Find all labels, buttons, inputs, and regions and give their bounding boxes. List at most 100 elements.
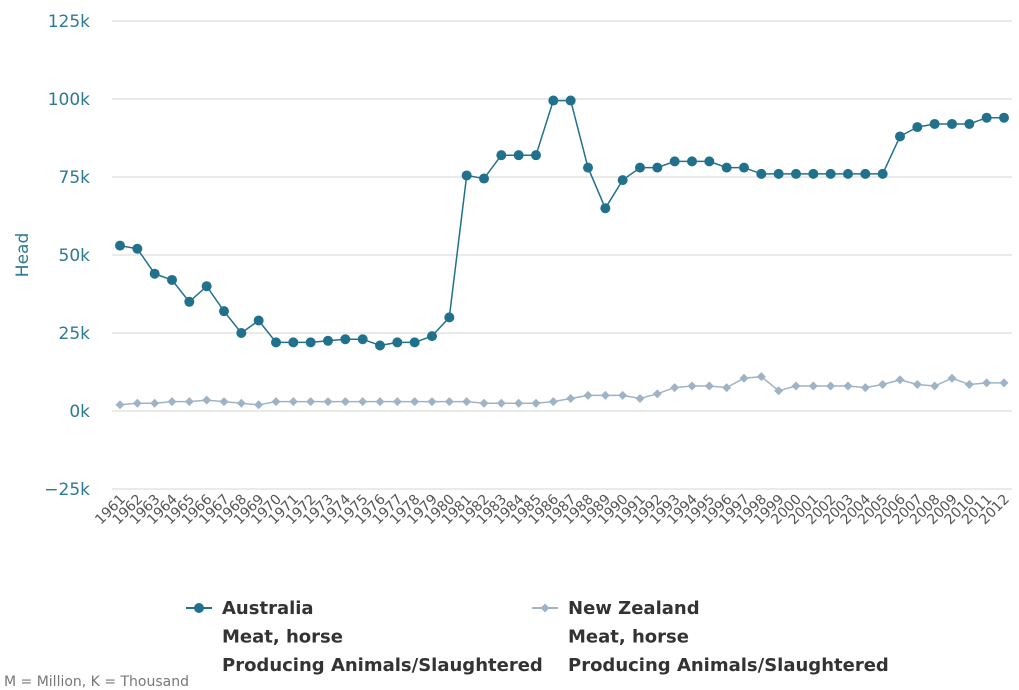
data-point[interactable]	[167, 397, 177, 407]
data-point[interactable]	[357, 334, 368, 345]
data-point[interactable]	[566, 394, 576, 404]
data-point[interactable]	[184, 397, 194, 407]
data-point[interactable]	[600, 203, 611, 214]
data-point[interactable]	[774, 386, 784, 396]
data-point[interactable]	[565, 95, 576, 106]
legend-item-australia[interactable]: Australia Meat, horse Producing Animals/Sl…	[186, 598, 543, 676]
data-point[interactable]	[340, 397, 350, 407]
data-point[interactable]	[548, 397, 558, 407]
data-point[interactable]	[271, 397, 281, 407]
data-point[interactable]	[843, 381, 853, 391]
data-point[interactable]	[392, 337, 403, 348]
data-point[interactable]	[669, 156, 680, 167]
data-point[interactable]	[496, 398, 506, 408]
data-point[interactable]	[704, 156, 715, 167]
data-point[interactable]	[219, 306, 229, 317]
data-point[interactable]	[877, 168, 888, 179]
data-point[interactable]	[704, 381, 714, 391]
data-point[interactable]	[444, 312, 455, 323]
data-point[interactable]	[150, 398, 160, 408]
data-point[interactable]	[479, 398, 489, 408]
data-point[interactable]	[652, 162, 663, 173]
data-point[interactable]	[617, 175, 628, 186]
data-point[interactable]	[444, 397, 454, 407]
data-point[interactable]	[323, 335, 333, 346]
data-point[interactable]	[773, 168, 784, 179]
data-point[interactable]	[981, 112, 992, 123]
data-point[interactable]	[947, 373, 957, 383]
data-point[interactable]	[236, 328, 247, 338]
data-point[interactable]	[288, 337, 299, 348]
data-point[interactable]	[531, 150, 541, 161]
data-point[interactable]	[132, 398, 142, 408]
data-point[interactable]	[115, 400, 125, 410]
data-point[interactable]	[895, 131, 905, 142]
data-point[interactable]	[513, 150, 524, 161]
data-point[interactable]	[115, 240, 125, 251]
data-point[interactable]	[306, 397, 316, 407]
data-point[interactable]	[600, 390, 610, 400]
data-point[interactable]	[826, 381, 836, 391]
data-point[interactable]	[149, 268, 160, 279]
data-point[interactable]	[410, 397, 420, 407]
data-point[interactable]	[323, 397, 333, 407]
data-point[interactable]	[912, 122, 923, 133]
data-point[interactable]	[375, 340, 385, 351]
data-point[interactable]	[305, 337, 316, 348]
data-point[interactable]	[618, 390, 628, 400]
data-point[interactable]	[479, 173, 489, 184]
data-point[interactable]	[201, 281, 212, 292]
data-point[interactable]	[427, 397, 437, 407]
data-point[interactable]	[756, 168, 767, 179]
data-point[interactable]	[808, 381, 818, 391]
data-point[interactable]	[982, 378, 992, 388]
data-point[interactable]	[791, 381, 801, 391]
data-point[interactable]	[739, 162, 749, 173]
data-point[interactable]	[687, 381, 697, 391]
data-point[interactable]	[271, 337, 281, 348]
data-point[interactable]	[236, 398, 246, 408]
data-point[interactable]	[583, 162, 593, 173]
data-point[interactable]	[722, 383, 732, 393]
data-point[interactable]	[947, 118, 957, 129]
data-point[interactable]	[635, 162, 645, 173]
legend[interactable]: Australia Meat, horse Producing Animals/Sl…	[186, 598, 889, 676]
data-point[interactable]	[288, 397, 298, 407]
data-point[interactable]	[184, 296, 195, 307]
data-point[interactable]	[652, 389, 662, 399]
data-point[interactable]	[721, 162, 732, 173]
data-point[interactable]	[219, 397, 229, 407]
data-point[interactable]	[427, 331, 437, 342]
data-point[interactable]	[930, 381, 940, 391]
data-point[interactable]	[895, 375, 905, 385]
data-point[interactable]	[392, 397, 402, 407]
data-point[interactable]	[132, 243, 143, 254]
data-point[interactable]	[843, 168, 853, 179]
data-point[interactable]	[912, 379, 922, 389]
data-point[interactable]	[583, 390, 593, 400]
data-point[interactable]	[635, 394, 645, 404]
data-point[interactable]	[687, 156, 697, 167]
data-point[interactable]	[167, 274, 177, 285]
data-point[interactable]	[808, 168, 819, 179]
data-point[interactable]	[825, 168, 836, 179]
data-point[interactable]	[531, 398, 541, 408]
data-point[interactable]	[964, 379, 974, 389]
data-point[interactable]	[202, 395, 212, 405]
data-point[interactable]	[756, 372, 766, 382]
data-point[interactable]	[964, 118, 975, 129]
data-point[interactable]	[461, 170, 472, 181]
data-point[interactable]	[253, 315, 264, 326]
data-point[interactable]	[514, 398, 524, 408]
data-point[interactable]	[999, 378, 1009, 388]
data-point[interactable]	[670, 383, 680, 393]
data-point[interactable]	[739, 373, 749, 383]
data-point[interactable]	[496, 150, 507, 161]
data-point[interactable]	[548, 95, 559, 106]
data-point[interactable]	[358, 397, 368, 407]
data-point[interactable]	[999, 112, 1009, 123]
data-point[interactable]	[860, 383, 870, 393]
data-point[interactable]	[254, 400, 264, 410]
data-point[interactable]	[791, 168, 801, 179]
data-point[interactable]	[878, 379, 888, 389]
